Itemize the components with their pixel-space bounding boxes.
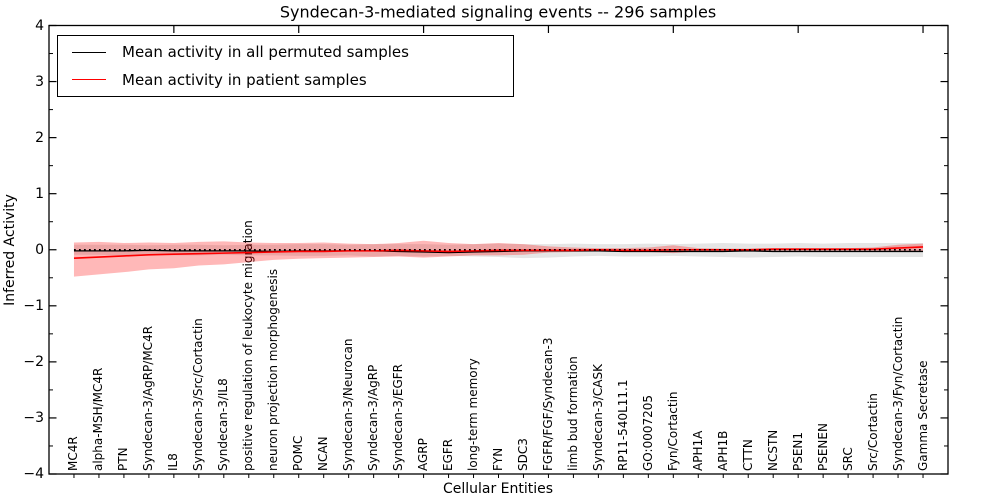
y-tick-label: −1: [23, 297, 44, 314]
legend-label-permuted: Mean activity in all permuted samples: [122, 43, 409, 62]
permuted-line-swatch-icon: [72, 51, 106, 53]
y-tick-label: 2: [35, 129, 44, 146]
legend-label-patient: Mean activity in patient samples: [122, 70, 367, 89]
y-tick-label: 4: [35, 17, 44, 34]
legend: Mean activity in all permuted samples Me…: [57, 35, 514, 97]
y-tick-label: −3: [23, 409, 44, 426]
permuted-mean-line: [73, 249, 924, 254]
y-tick-label: 3: [35, 73, 44, 90]
patient-mean-line: [73, 246, 924, 259]
x-axis-label: Cellular Entities: [442, 481, 554, 497]
chart-title: Syndecan-3-mediated signaling events -- …: [279, 2, 717, 22]
legend-item-patient: Mean activity in patient samples: [58, 67, 513, 93]
patient-line-swatch-icon: [72, 79, 106, 81]
y-tick-label: 0: [35, 241, 44, 258]
legend-item-permuted: Mean activity in all permuted samples: [58, 39, 513, 65]
y-tick-label: −4: [23, 466, 44, 482]
y-tick-label: −2: [23, 353, 44, 370]
y-tick-label: 1: [35, 185, 44, 202]
